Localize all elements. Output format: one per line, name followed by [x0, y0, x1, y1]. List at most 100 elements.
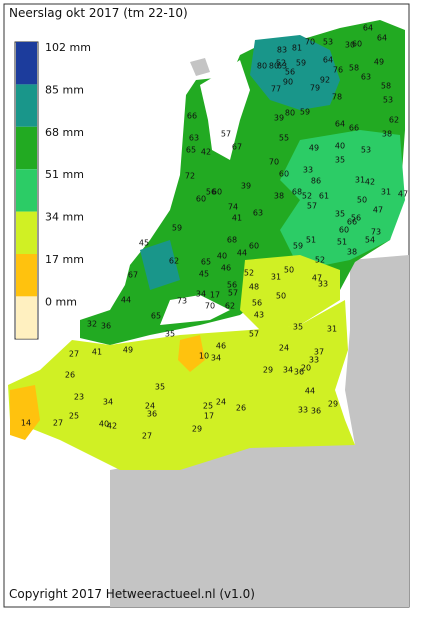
station-value: 80 [269, 62, 279, 71]
station-value: 41 [92, 348, 102, 357]
station-value: 60 [196, 195, 206, 204]
legend-swatch [16, 169, 37, 212]
station-value: 60 [339, 226, 349, 235]
station-value: 29 [328, 400, 338, 409]
station-value: 66 [347, 218, 357, 227]
station-value: 57 [249, 330, 259, 339]
station-value: 56 [252, 299, 262, 308]
station-value: 17 [204, 412, 214, 421]
station-value: 23 [74, 393, 84, 402]
legend-label: 34 mm [45, 211, 84, 224]
station-value: 83 [277, 46, 287, 55]
station-value: 33 [303, 166, 313, 175]
station-value: 45 [199, 270, 209, 279]
teal-zone [250, 35, 340, 110]
station-value: 62 [225, 302, 235, 311]
station-value: 24 [279, 344, 289, 353]
station-value: 51 [337, 238, 347, 247]
legend-swatch [16, 84, 37, 127]
station-value: 64 [377, 34, 387, 43]
station-value: 14 [21, 419, 31, 428]
copyright: Copyright 2017 Hetweeractueel.nl (v1.0) [9, 587, 255, 601]
station-value: 64 [363, 24, 373, 33]
station-value: 63 [277, 62, 287, 71]
station-value: 49 [309, 144, 319, 153]
station-value: 36 [101, 322, 111, 331]
station-value: 10 [199, 352, 209, 361]
station-value: 47 [312, 274, 322, 283]
station-value: 60 [352, 40, 362, 49]
station-value: 35 [293, 323, 303, 332]
station-value: 59 [293, 242, 303, 251]
station-value: 74 [228, 203, 238, 212]
legend-label: 17 mm [45, 253, 84, 266]
station-value: 73 [177, 297, 187, 306]
station-value: 38 [347, 248, 357, 257]
station-value: 53 [361, 146, 371, 155]
station-value: 90 [283, 78, 293, 87]
station-value: 70 [205, 302, 215, 311]
station-value: 63 [189, 134, 199, 143]
station-value: 76 [333, 66, 343, 75]
station-value: 52 [276, 59, 286, 68]
station-value: 52 [315, 256, 325, 265]
station-value: 59 [300, 108, 310, 117]
station-value: 66 [187, 112, 197, 121]
station-value: 59 [172, 224, 182, 233]
station-value: 68 [292, 188, 302, 197]
station-value: 56 [227, 281, 237, 290]
station-value: 34 [283, 366, 293, 375]
station-value: 49 [123, 346, 133, 355]
station-value: 64 [335, 120, 345, 129]
station-value: 53 [383, 96, 393, 105]
station-value: 92 [320, 76, 330, 85]
station-value: 68 [227, 236, 237, 245]
station-value: 57 [228, 289, 238, 298]
station-value: 62 [389, 116, 399, 125]
station-value: 77 [271, 85, 281, 94]
station-value: 56 [206, 188, 216, 197]
station-value: 27 [142, 432, 152, 441]
station-value: 86 [311, 177, 321, 186]
station-value: 36 [294, 368, 304, 377]
station-value: 50 [357, 196, 367, 205]
water [200, 60, 250, 160]
station-value: 57 [307, 202, 317, 211]
station-value: 58 [381, 82, 391, 91]
teal-zone [140, 240, 180, 290]
station-value: 57 [221, 130, 231, 139]
station-value: 39 [241, 182, 251, 191]
station-value: 47 [373, 206, 383, 215]
station-value: 32 [87, 320, 97, 329]
station-value: 52 [302, 192, 312, 201]
legend-label: 51 mm [45, 168, 84, 181]
station-value: 60 [249, 242, 259, 251]
station-value: 35 [335, 210, 345, 219]
station-value: 65 [186, 146, 196, 155]
station-value: 39 [274, 114, 284, 123]
station-value: 36 [311, 407, 321, 416]
station-value: 31 [327, 325, 337, 334]
station-value: 38 [274, 192, 284, 201]
legend-swatch [16, 211, 37, 254]
station-value: 59 [296, 59, 306, 68]
legend-label: 0 mm [45, 295, 77, 308]
station-value: 60 [279, 170, 289, 179]
station-value: 29 [263, 366, 273, 375]
orange-zone [10, 385, 40, 440]
station-value: 34 [196, 290, 206, 299]
station-value: 73 [371, 228, 381, 237]
station-value: 25 [69, 412, 79, 421]
legend-swatch [16, 126, 37, 170]
station-value: 37 [314, 348, 324, 357]
station-value: 64 [323, 56, 333, 65]
station-value: 46 [221, 264, 231, 273]
station-value: 35 [335, 156, 345, 165]
station-value: 44 [237, 249, 247, 258]
station-value: 42 [107, 422, 117, 431]
station-value: 50 [276, 292, 286, 301]
station-value: 34 [103, 398, 113, 407]
station-value: 36 [147, 410, 157, 419]
